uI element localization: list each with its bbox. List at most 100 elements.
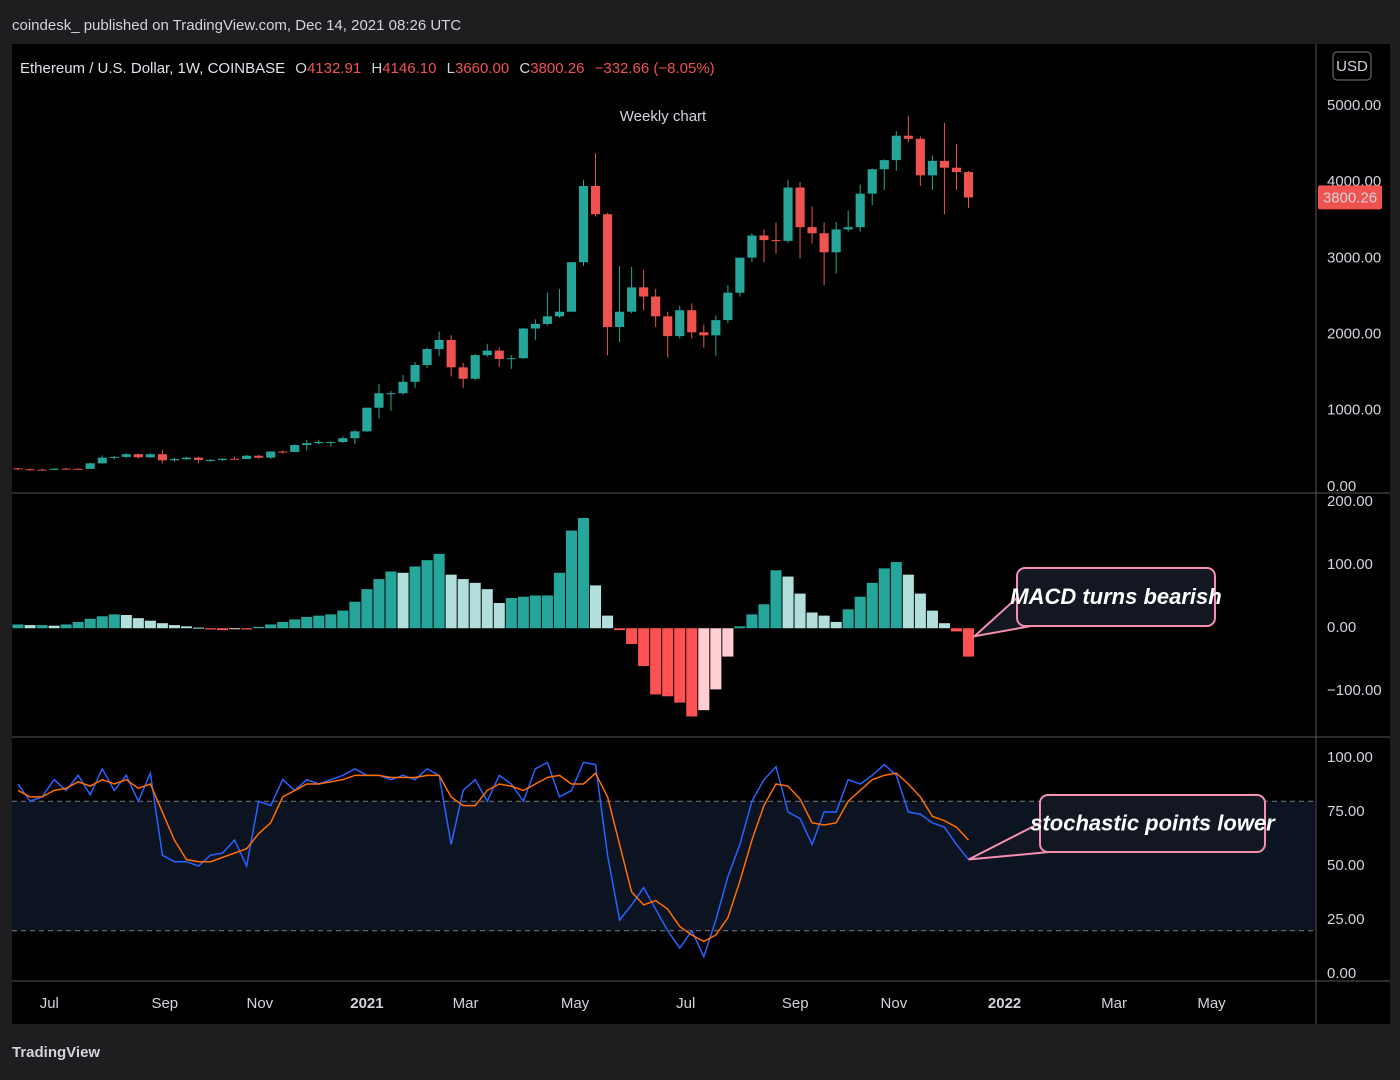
x-tick-label: Mar — [453, 995, 479, 1012]
high: 4146.10 — [382, 60, 436, 77]
candle-body — [699, 332, 709, 336]
macd-bar — [926, 610, 938, 629]
macd-bar — [48, 625, 60, 629]
x-tick-label: 2022 — [988, 995, 1021, 1012]
macd-bar — [842, 609, 854, 629]
open-label: O — [295, 60, 307, 77]
y-tick-label: 200.00 — [1327, 493, 1373, 510]
candle-body — [566, 262, 577, 312]
macd-bar — [36, 625, 48, 629]
candle-body — [578, 186, 589, 263]
candle-body — [181, 457, 192, 460]
candle-body — [278, 451, 288, 453]
candle-body — [602, 214, 613, 327]
candle-body — [350, 431, 360, 439]
open: 4132.91 — [307, 60, 361, 77]
macd-bar — [746, 614, 758, 629]
macd-bar — [156, 623, 168, 629]
y-tick-label: 100.00 — [1327, 749, 1373, 766]
macd-bar — [277, 621, 289, 629]
candle-body — [747, 235, 757, 258]
macd-bar — [674, 628, 686, 703]
candle-body — [458, 367, 468, 379]
candle-body — [903, 135, 913, 139]
macd-bar — [84, 618, 96, 629]
candle-body — [651, 296, 661, 317]
candle-body — [530, 323, 540, 329]
macd-bar — [445, 574, 457, 629]
macd-bar — [938, 623, 950, 629]
macd-bar — [602, 615, 614, 629]
currency-box[interactable] — [1332, 51, 1372, 81]
last-price-label: 3800.26 — [1323, 189, 1377, 206]
candle-body — [590, 186, 601, 215]
macd-bar — [96, 616, 108, 629]
macd-bar — [72, 621, 84, 629]
macd-bar — [878, 568, 890, 629]
macd-bar — [289, 619, 301, 629]
candle-body — [963, 172, 974, 198]
macd-bar — [385, 571, 397, 629]
x-tick-label: Jul — [40, 995, 59, 1012]
macd-bar — [505, 597, 517, 629]
candle-body — [266, 451, 276, 458]
candle-body — [867, 169, 877, 194]
macd-bar — [373, 579, 385, 629]
macd-bar — [120, 615, 132, 629]
candle-body — [831, 229, 841, 253]
macd-bar — [192, 627, 205, 629]
close-label: C — [519, 60, 530, 77]
x-tick-label: May — [1197, 995, 1226, 1012]
candle-body — [518, 328, 528, 359]
candle-body — [951, 167, 962, 173]
macd-bar — [686, 628, 698, 717]
macd-bar — [866, 582, 878, 629]
candle-body — [254, 455, 264, 458]
macd-bar — [144, 620, 156, 629]
annotation-text: stochastic points lower — [1030, 810, 1276, 835]
macd-bar — [409, 566, 421, 629]
macd-bar — [337, 610, 349, 629]
stoch-line — [17, 761, 970, 959]
candle-body — [145, 454, 155, 458]
macd-bar — [132, 618, 144, 629]
candle-body — [783, 187, 793, 241]
macd-bar — [565, 530, 577, 629]
y-tick-label: 25.00 — [1327, 911, 1365, 928]
macd-bar — [553, 572, 565, 629]
macd-bar — [662, 628, 674, 697]
candle-body — [121, 454, 131, 457]
macd-bar — [433, 553, 445, 629]
candle-body — [795, 187, 805, 228]
candle-body — [482, 350, 492, 356]
candle-body — [362, 407, 372, 432]
y-tick-label: 0.00 — [1327, 478, 1356, 495]
macd-bar — [626, 628, 638, 644]
macd-bar — [301, 616, 313, 629]
x-tick-label: May — [561, 995, 590, 1012]
candle-body — [939, 160, 950, 168]
y-tick-label: 5000.00 — [1327, 97, 1381, 114]
macd-bar — [577, 517, 590, 629]
change: −332.66 (−8.05%) — [595, 60, 715, 77]
x-tick-label: Nov — [881, 995, 908, 1012]
candle-body — [326, 442, 336, 444]
low-label: L — [447, 60, 455, 77]
macd-bar — [12, 624, 24, 629]
currency[interactable]: USD — [1336, 58, 1368, 75]
high-label: H — [371, 60, 382, 77]
macd-bar — [60, 624, 72, 629]
candle-body — [422, 349, 432, 366]
logo[interactable]: TradingView — [12, 1044, 100, 1061]
candle-body — [205, 459, 216, 461]
macd-bar — [529, 595, 541, 629]
macd-bar — [638, 628, 650, 667]
candle-body — [494, 350, 504, 359]
y-tick-label: 0.00 — [1327, 619, 1356, 636]
candle-body — [915, 138, 925, 176]
x-tick-label: Jul — [676, 995, 695, 1012]
candle-body — [506, 358, 516, 360]
macd-bar — [890, 562, 902, 629]
macd-bar — [349, 601, 361, 629]
